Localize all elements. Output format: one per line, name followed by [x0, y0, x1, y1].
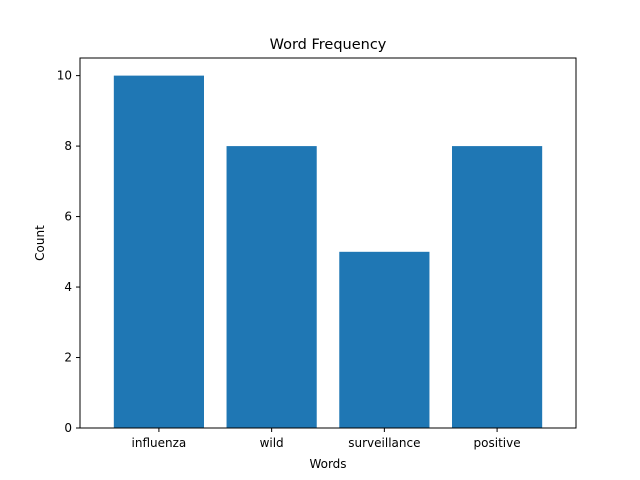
y-tick-label: 0	[64, 421, 72, 435]
y-axis: 0 2 4 6 8 10	[57, 69, 80, 435]
x-tick-label: surveillance	[348, 436, 420, 450]
y-tick-label: 2	[64, 351, 72, 365]
bar-positive	[452, 146, 543, 428]
x-tick-label: wild	[260, 436, 284, 450]
y-tick-label: 8	[64, 139, 72, 153]
chart-title: Word Frequency	[270, 37, 387, 53]
x-tick-label: influenza	[132, 436, 187, 450]
bar-wild	[226, 146, 317, 428]
y-axis-label: Count	[33, 225, 47, 261]
x-axis-label: Words	[309, 457, 346, 471]
plot-frame	[79, 57, 577, 429]
y-tick-label: 4	[64, 280, 72, 294]
bars-group	[113, 75, 543, 428]
x-axis: influenza wild surveillance positive	[132, 428, 521, 450]
bar-surveillance	[339, 251, 430, 428]
bar-influenza	[113, 75, 204, 428]
y-tick-label: 6	[64, 210, 72, 224]
x-tick-label: positive	[474, 436, 521, 450]
y-tick-label: 10	[57, 69, 72, 83]
